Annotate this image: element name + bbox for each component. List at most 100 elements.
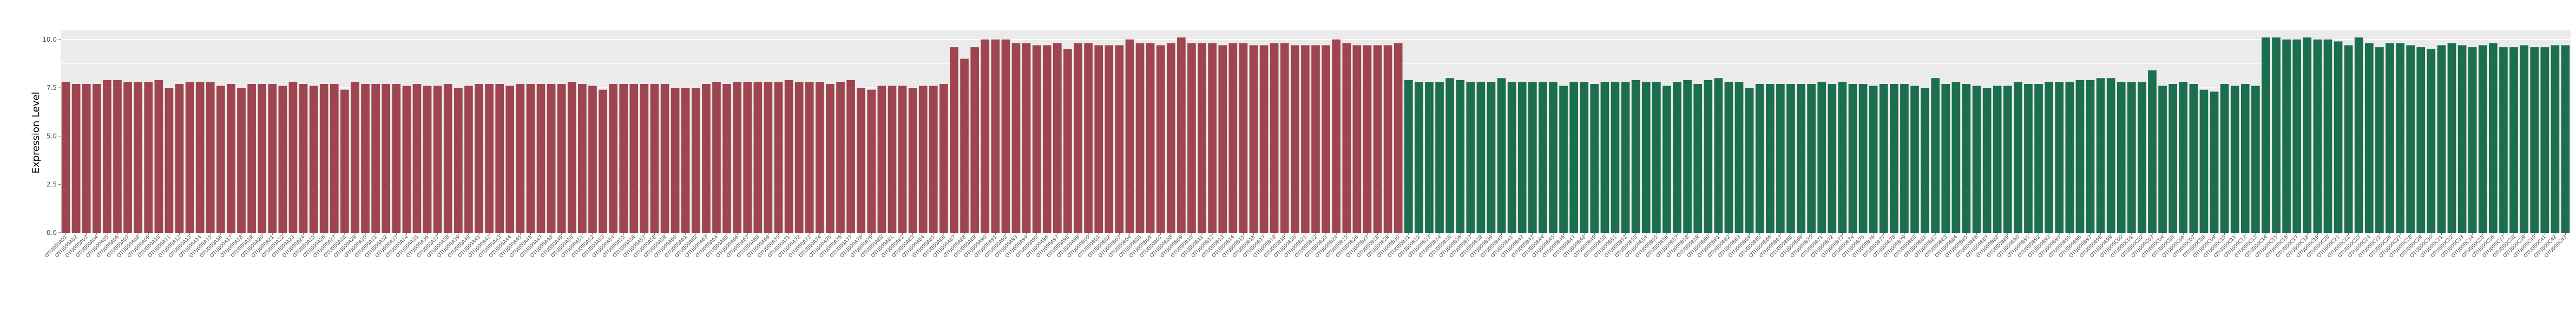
bar: [402, 86, 411, 233]
bar: [1156, 45, 1165, 233]
bar: [1218, 45, 1227, 233]
bar: [2272, 37, 2281, 233]
bar: [351, 82, 359, 233]
bar: [1084, 43, 1093, 233]
bars: [61, 37, 2570, 233]
bar: [1032, 45, 1041, 233]
bar: [1693, 84, 1703, 233]
bar: [1394, 43, 1403, 233]
bar: [92, 84, 101, 233]
bar: [134, 82, 142, 233]
bar: [1559, 86, 1568, 233]
bar: [774, 82, 783, 233]
bar: [1425, 82, 1434, 233]
bar: [1166, 43, 1175, 233]
bar: [1332, 39, 1340, 233]
bar: [1786, 84, 1795, 233]
bar: [2344, 45, 2353, 233]
bar: [2437, 45, 2446, 233]
bar: [1528, 82, 1537, 233]
bar: [1415, 82, 1423, 233]
bar: [1910, 86, 1919, 233]
bar: [1900, 84, 1909, 233]
bar: [237, 88, 246, 233]
bar: [2055, 82, 2064, 233]
bar: [309, 86, 318, 233]
bar: [1135, 43, 1145, 233]
bar: [712, 82, 721, 233]
bar: [1621, 82, 1630, 233]
bar: [2065, 82, 2074, 233]
bar: [1921, 88, 1929, 233]
bar: [2189, 84, 2198, 233]
bar: [908, 88, 917, 233]
bar: [836, 82, 845, 233]
bar: [1146, 43, 1155, 233]
bar: [103, 80, 111, 233]
bar: [1228, 43, 1238, 233]
bar: [1280, 43, 1289, 233]
bar: [784, 80, 793, 233]
bar: [1301, 45, 1310, 233]
bar: [1662, 86, 1671, 233]
bar: [1311, 45, 1320, 233]
bar: [433, 86, 442, 233]
bar: [2148, 70, 2157, 233]
bar: [1776, 84, 1785, 233]
bar: [1807, 84, 1816, 233]
bar: [1941, 84, 1950, 233]
bar: [2354, 37, 2363, 233]
bar: [2530, 47, 2539, 233]
bar: [1724, 82, 1733, 233]
x-axis: OTU000A01OTU000A02OTU000A03OTU000A04OTU0…: [44, 233, 2568, 259]
bar: [660, 84, 669, 233]
bar: [929, 86, 938, 233]
y-tick-label: 10.0: [42, 36, 57, 43]
bar: [2086, 80, 2095, 233]
bar: [2034, 84, 2043, 233]
bar: [1105, 45, 1114, 233]
bar: [981, 39, 990, 233]
bar: [794, 82, 804, 233]
bar: [650, 84, 659, 233]
bar: [206, 82, 215, 233]
bar: [299, 84, 308, 233]
bar: [1580, 82, 1589, 233]
bar: [2364, 43, 2374, 233]
bar: [599, 89, 607, 233]
bar: [1270, 43, 1279, 233]
bar: [691, 88, 700, 233]
bar: [1931, 78, 1940, 233]
bar: [2199, 89, 2209, 233]
bar: [1982, 88, 1992, 233]
bar: [227, 84, 235, 233]
bar: [2478, 45, 2487, 233]
bar: [1456, 80, 1465, 233]
bar: [2551, 45, 2560, 233]
bar: [1683, 80, 1692, 233]
bar: [2334, 41, 2343, 233]
bar: [526, 84, 535, 233]
bar: [2489, 43, 2498, 233]
bar: [2540, 47, 2549, 233]
bar: [2282, 39, 2291, 233]
bar: [1487, 82, 1496, 233]
bar: [1342, 43, 1351, 233]
bar: [123, 82, 132, 233]
bar: [1652, 82, 1661, 233]
bar: [1641, 82, 1651, 233]
bar: [330, 84, 339, 233]
bar: [753, 82, 763, 233]
bar: [1745, 88, 1754, 233]
bar: [867, 89, 876, 233]
bar: [547, 84, 556, 233]
bar: [288, 82, 298, 233]
bar: [2210, 91, 2219, 233]
bar: [1539, 82, 1547, 233]
bar: [1600, 82, 1609, 233]
bar: [516, 84, 525, 233]
bar: [185, 82, 194, 233]
bar: [950, 47, 958, 233]
bar: [2117, 82, 2126, 233]
